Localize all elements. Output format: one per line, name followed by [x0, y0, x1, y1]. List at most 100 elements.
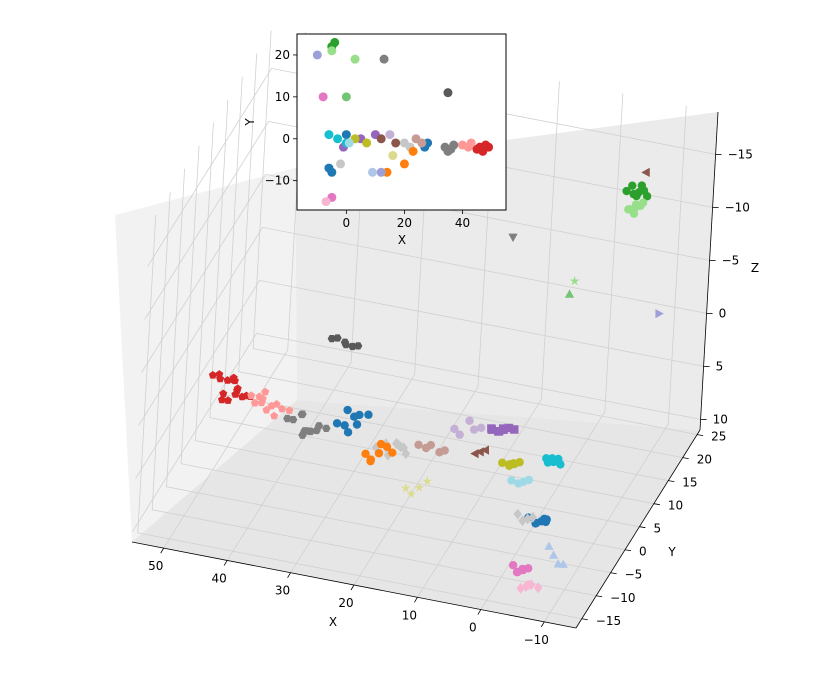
scatter-point-3d — [547, 454, 557, 463]
scatter-point-3d — [556, 460, 565, 469]
scatter-point-3d — [250, 398, 259, 407]
scatter-point-3d — [257, 398, 266, 407]
scatter-point-3d — [219, 389, 228, 398]
y-tick-mark — [639, 526, 646, 529]
scatter-point-3d — [637, 181, 647, 190]
scatter-point-3d — [333, 334, 342, 342]
inset-x-label: X — [398, 233, 406, 247]
inset-y-tick-label: 0 — [282, 132, 290, 146]
scatter-point-3d — [312, 426, 321, 435]
z-tick-label: 5 — [716, 359, 724, 373]
scatter-point-3d — [541, 517, 551, 527]
scatter-point-3d — [238, 392, 247, 401]
y-axis-label: Y — [667, 545, 676, 559]
scatter-point-3d — [469, 425, 479, 434]
scatter-point-3d — [465, 416, 474, 425]
grid-line-x — [543, 105, 687, 623]
scatter-point-3d — [638, 198, 648, 207]
scatter-point-3d — [421, 443, 431, 453]
x-axis-label: X — [329, 615, 337, 629]
x-tick-label: 30 — [275, 584, 290, 598]
x-tick-label: 10 — [402, 608, 417, 622]
scatter-point-3d — [217, 395, 226, 404]
inset-x-tick-label: 0 — [343, 216, 351, 230]
scatter-point-3d — [470, 449, 479, 459]
inset-point — [336, 159, 346, 169]
scatter-point-3d — [422, 476, 433, 486]
y-tick-mark — [697, 434, 704, 436]
pane-left — [115, 168, 297, 542]
scatter-point-3d — [283, 414, 292, 423]
scatter-point-3d — [401, 448, 411, 460]
inset-point — [484, 142, 494, 152]
y-tick-label: 0 — [639, 545, 647, 559]
z-tick-label: 10 — [713, 412, 728, 426]
grid-line-x — [417, 81, 560, 598]
inset-point — [388, 151, 398, 161]
inset-point — [417, 138, 427, 148]
scatter-point-3d — [343, 428, 353, 437]
scatter-point-3d — [628, 181, 637, 190]
scatter-point-3d — [278, 404, 286, 413]
scatter-point-3d — [355, 410, 364, 420]
scatter-point-3d — [298, 410, 307, 418]
y-tick-label: 25 — [711, 430, 726, 444]
grid-line-z — [141, 173, 710, 373]
scatter-point-3d — [629, 209, 639, 218]
grid-line-z — [132, 332, 701, 532]
scatter-point-3d — [332, 419, 342, 428]
y-tick-mark — [596, 595, 603, 598]
inset-point — [321, 197, 331, 207]
inset-point — [443, 88, 453, 98]
scatter-point-3d — [516, 582, 525, 594]
x-tick-mark — [160, 547, 165, 554]
inset-y-ticks: −10 0 10 20 — [265, 48, 297, 188]
grid-line-y — [252, 30, 698, 435]
scatter-point-3d — [632, 191, 641, 201]
inset-point — [376, 134, 386, 144]
scatter-point-3d — [542, 454, 551, 463]
z-tick-label: −10 — [725, 200, 750, 214]
inset-point — [472, 144, 482, 154]
scatter-point-3d — [504, 423, 513, 433]
scatter-point-3d — [631, 200, 641, 209]
inset-point — [391, 138, 401, 148]
inset-point — [341, 92, 351, 102]
z-axis-line — [699, 111, 719, 431]
inset-point — [344, 138, 354, 148]
inset-plot: 0 20 40 −10 0 10 20 X Y — [243, 33, 507, 247]
scatter-point-3d — [261, 387, 270, 396]
scatter-point-3d — [306, 427, 315, 436]
inset-x-ticks: 0 20 40 — [343, 210, 470, 230]
scatter-point-3d — [343, 405, 352, 415]
x-tick-mark — [223, 560, 228, 566]
inset-point — [449, 140, 459, 150]
scatter-point-3d — [507, 476, 516, 485]
y-tick-mark — [668, 480, 675, 483]
x-tick-label: 0 — [469, 621, 477, 635]
scatter-point-3d — [414, 440, 423, 450]
scatter-point-3d — [376, 439, 386, 449]
scatter-point-3d — [340, 421, 349, 430]
scatter-point-3d — [564, 289, 575, 298]
inset-point — [350, 54, 360, 64]
scatter-point-3d — [480, 445, 490, 455]
scatter-point-3d — [523, 579, 533, 591]
x-tick-label: 40 — [212, 571, 227, 585]
scatter-point-3d — [487, 425, 496, 434]
scatter-point-3d — [528, 511, 538, 523]
grid-line-y — [151, 191, 597, 597]
x-tick-mark — [350, 584, 355, 591]
scatter-point-3d — [642, 192, 652, 201]
scatter-point-3d — [388, 448, 397, 457]
inset-point — [324, 130, 334, 140]
inset-y-tick-label: 20 — [275, 48, 290, 62]
y-tick-label: 15 — [682, 476, 697, 490]
y-tick-mark — [624, 549, 632, 552]
scatter-point-3d — [544, 541, 554, 550]
scatter-point-3d — [322, 424, 331, 432]
inset-point — [327, 46, 337, 56]
y-tick-label: 20 — [697, 453, 712, 467]
